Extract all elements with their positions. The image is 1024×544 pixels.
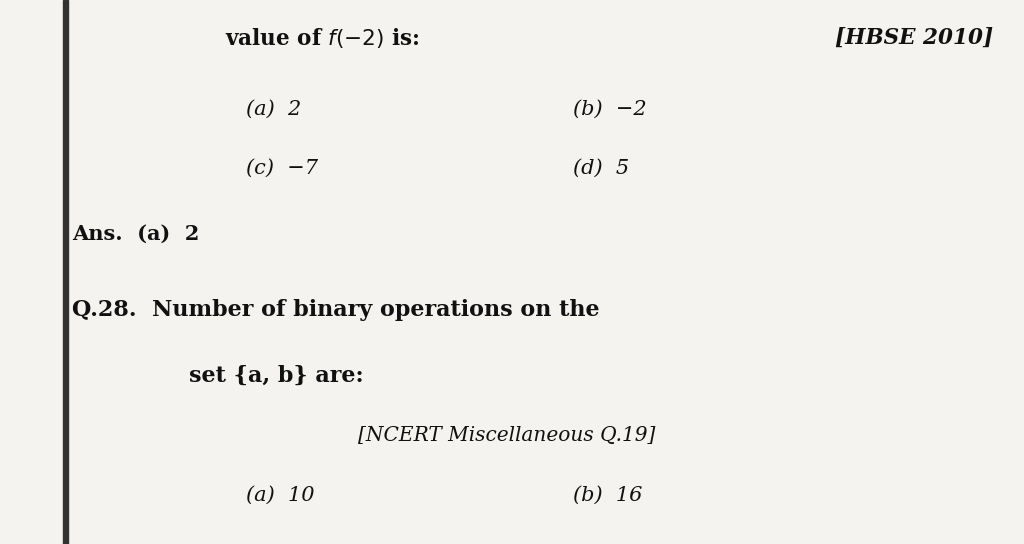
Text: [NCERT Miscellaneous Q.19]: [NCERT Miscellaneous Q.19] — [358, 426, 655, 444]
Bar — [63, 0, 68, 544]
Text: (a)  2: (a) 2 — [246, 100, 301, 118]
Text: value of $f(-2)$ is:: value of $f(-2)$ is: — [225, 26, 420, 50]
Text: (c)  −7: (c) −7 — [246, 159, 317, 178]
Text: (b)  −2: (b) −2 — [573, 100, 647, 118]
Text: [HBSE 2010]: [HBSE 2010] — [836, 27, 993, 49]
Text: set {a, b} are:: set {a, b} are: — [189, 364, 365, 386]
Text: Ans.  (a)  2: Ans. (a) 2 — [72, 224, 199, 244]
Text: Q.28.  Number of binary operations on the: Q.28. Number of binary operations on the — [72, 299, 599, 321]
Text: (b)  16: (b) 16 — [573, 486, 643, 504]
Text: (d)  5: (d) 5 — [573, 159, 630, 178]
Text: (a)  10: (a) 10 — [246, 486, 314, 504]
